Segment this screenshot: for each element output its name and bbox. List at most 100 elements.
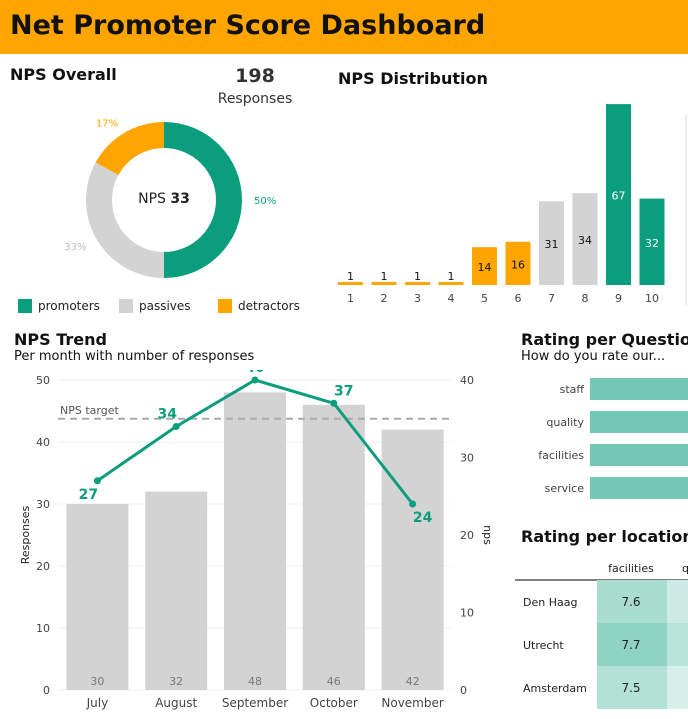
location-cell-Amsterdam <box>597 666 667 709</box>
rating-question-label-staff: staff <box>560 383 585 396</box>
donut-slice-detractors <box>95 122 164 175</box>
location-row-label-Amsterdam: Amsterdam <box>523 682 587 695</box>
legend-swatch <box>218 299 232 313</box>
nps-trend-chart: 0 10 20 30 40 50 0 10 20 30 40 Responses nps 30 July 32… <box>19 370 494 710</box>
dist-tick-9: 9 <box>615 292 622 305</box>
trend-bar-October <box>302 404 365 690</box>
trend-nps-point-July <box>93 477 101 485</box>
trend-y2label: nps <box>481 525 494 545</box>
dist-tick-1: 1 <box>347 292 354 305</box>
dist-value-6: 16 <box>511 258 525 271</box>
dist-tick-8: 8 <box>582 292 589 305</box>
dist-tick-7: 7 <box>548 292 555 305</box>
dist-value-3: 1 <box>414 270 421 283</box>
donut-slice-passives <box>86 162 164 278</box>
trend-y2tick: 40 <box>460 374 474 387</box>
trend-ytick: 40 <box>36 436 50 449</box>
trend-nps-label-July: 27 <box>79 487 98 503</box>
location-value-Den Haag: 7.6 <box>621 595 640 609</box>
dist-value-8: 34 <box>578 234 592 247</box>
legend-label: passives <box>139 299 191 313</box>
dist-value-2: 1 <box>381 270 388 283</box>
trend-nps-label-August: 34 <box>157 407 177 423</box>
responses-count: 198 <box>235 65 275 87</box>
dist-tick-4: 4 <box>448 292 455 305</box>
location-value-Amsterdam: 7.5 <box>621 681 640 695</box>
nps-center-label: NPS 33 <box>114 191 214 207</box>
dist-tick-2: 2 <box>381 292 388 305</box>
location-value-Utrecht: 7.7 <box>621 638 640 652</box>
trend-xtick-September: September <box>222 696 288 710</box>
dist-value-10: 32 <box>645 237 659 250</box>
location-cell-extra <box>667 580 688 623</box>
trend-bar-value-July: 30 <box>90 675 104 688</box>
rating-question-bar-quality <box>590 411 688 433</box>
trend-nps-label-October: 37 <box>334 383 353 399</box>
trend-xtick-November: November <box>381 696 443 710</box>
dist-bar-1 <box>338 282 363 285</box>
donut-label-promoters: 50% <box>254 196 276 207</box>
trend-bar-value-September: 48 <box>248 675 262 688</box>
dist-bar-2 <box>371 282 397 285</box>
dist-bar-6 <box>505 241 531 285</box>
page-title: Net Promoter Score Dashboard <box>10 10 486 41</box>
rating-question-bar-staff <box>590 378 688 400</box>
rating-question-label-quality: quality <box>546 416 584 429</box>
nps-overall-title: NPS Overall <box>10 65 117 84</box>
trend-bar-July <box>66 504 129 690</box>
dist-bar-4 <box>438 282 464 285</box>
dist-bar-10 <box>639 198 665 285</box>
rating-question-title: Rating per Question <box>521 330 688 349</box>
nps-trend-title: NPS Trend <box>14 330 107 349</box>
dist-bar-7 <box>539 201 564 285</box>
dist-bar-9 <box>606 104 631 285</box>
trend-ytick: 0 <box>43 684 50 697</box>
rating-question-label-facilities: facilities <box>538 449 584 462</box>
dist-value-9: 67 <box>612 190 626 203</box>
trend-nps-point-September <box>251 376 259 384</box>
trend-ytick: 20 <box>36 560 50 573</box>
trend-bar-August <box>145 491 208 690</box>
trend-xtick-October: October <box>310 696 358 710</box>
trend-y2tick: 0 <box>460 684 467 697</box>
rating-question-chart: staff quality facilities service <box>538 378 688 499</box>
location-row-label-Den Haag: Den Haag <box>523 596 577 609</box>
dist-tick-6: 6 <box>515 292 522 305</box>
dist-value-4: 1 <box>448 270 455 283</box>
location-col-header-q: q <box>682 562 688 575</box>
legend-label: detractors <box>238 299 300 313</box>
location-cell-Utrecht <box>597 623 667 666</box>
trend-ylabel: Responses <box>19 505 32 564</box>
legend-swatch <box>18 299 32 313</box>
trend-ytick: 50 <box>36 374 50 387</box>
nps-distribution-title: NPS Distribution <box>338 69 488 88</box>
location-cell-Den Haag <box>597 580 667 623</box>
dist-value-5: 14 <box>478 261 492 274</box>
location-cell-extra <box>667 623 688 666</box>
rating-question-bar-service <box>590 477 688 499</box>
rating-question-label-service: service <box>545 482 585 495</box>
trend-nps-point-November <box>409 500 417 508</box>
nps-trend-subtitle: Per month with number of responses <box>14 349 255 364</box>
trend-nps-label-November: 24 <box>413 510 433 526</box>
trend-target-label: NPS target <box>60 404 119 417</box>
rating-location-title: Rating per location <box>521 527 688 546</box>
rating-question-subtitle: How do you rate our... <box>521 349 666 364</box>
trend-bar-value-November: 42 <box>406 675 420 688</box>
legend-item-promoters: promoters <box>18 299 100 313</box>
legend-item-passives: passives <box>119 299 191 313</box>
rating-location-table: facilities q Den Haag 7.6 Utrecht 7.7 Amsterda… <box>515 562 688 709</box>
dist-tick-10: 10 <box>645 292 659 305</box>
legend-label: promoters <box>38 299 100 313</box>
trend-xtick-July: July <box>86 696 109 710</box>
dist-value-7: 31 <box>545 238 559 251</box>
location-row-label-Utrecht: Utrecht <box>523 639 564 652</box>
trend-y2tick: 30 <box>460 452 474 465</box>
trend-bar-September <box>224 392 286 690</box>
trend-nps-label-September: 40 <box>245 370 265 376</box>
trend-xtick-August: August <box>155 696 197 710</box>
dist-bar-3 <box>405 282 430 285</box>
dist-value-1: 1 <box>347 270 354 283</box>
trend-bar-value-August: 32 <box>169 675 183 688</box>
